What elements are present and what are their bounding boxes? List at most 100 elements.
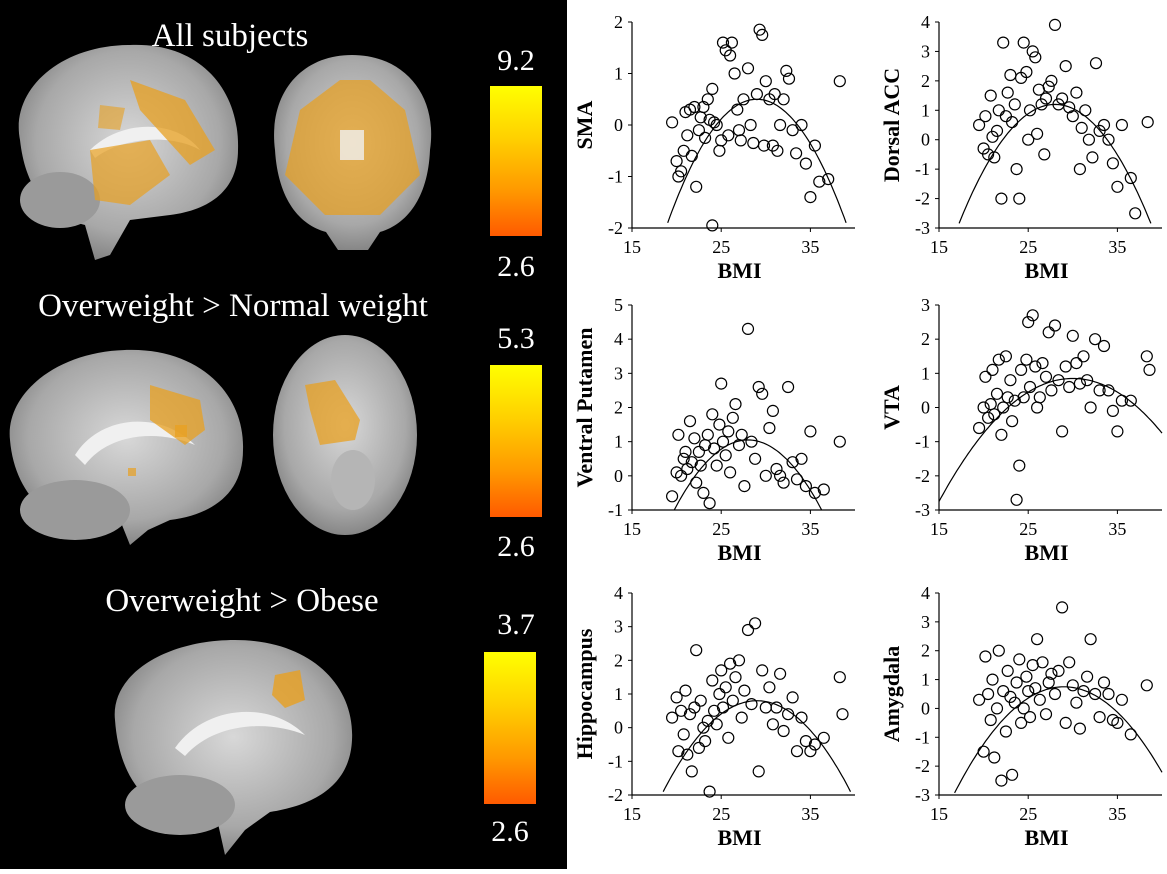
y-tick-label: 2 [921,641,930,661]
data-point [1141,115,1154,129]
data-point [973,118,986,132]
data-point [1004,374,1017,387]
colorbar-max-label: 9.2 [497,44,535,77]
colorbar-max-label: 3.7 [497,608,535,641]
data-point [1102,133,1115,146]
data-point [741,623,755,637]
data-point [817,483,830,496]
data-point [757,139,771,152]
data-point [701,93,714,106]
data-point [979,110,992,123]
fit-curve [958,103,1152,224]
data-point [833,75,846,88]
scatter-plot-5: -2 -1 0 1 2 3 4 15 25 35 BMI Hippocampus [572,583,855,850]
section-title-all-subjects: All subjects [151,18,309,54]
brain-sagittal-1 [18,44,239,260]
data-point [699,131,712,144]
data-point [1059,59,1072,73]
data-point [1022,316,1035,329]
data-point [1001,391,1014,404]
y-tick-label: -2 [608,785,623,805]
data-point [703,497,716,510]
data-point [1038,148,1051,161]
brain-sagittal-3 [114,640,353,855]
data-point [780,64,793,78]
x-tick-label: 15 [623,804,641,824]
data-point [1077,350,1090,363]
data-point [795,118,808,132]
data-point [688,701,701,714]
scatter-plot-2: -3 -2 -1 0 1 2 3 4 15 25 35 BMI Dorsal ACC [879,12,1162,283]
data-point [984,713,997,727]
data-point [986,363,999,376]
data-point [722,425,735,438]
y-tick-label: 3 [614,617,623,637]
y-tick-label: -2 [915,466,930,486]
data-point [1059,716,1072,730]
y-axis-label: Ventral Putamen [572,328,597,488]
data-point [1073,722,1087,735]
data-point [1056,425,1069,438]
data-point [759,701,772,714]
data-point [697,486,710,499]
data-point [701,428,714,441]
data-point [737,93,750,106]
x-axis-label: BMI [1025,540,1069,565]
data-point [685,765,698,778]
data-point [679,684,692,697]
fit-curve [954,686,1163,794]
data-point [1093,384,1106,397]
data-point [694,694,707,707]
data-point [708,704,721,717]
data-point [999,350,1012,363]
data-point [670,691,683,704]
data-point [973,421,986,435]
data-point [690,476,703,489]
data-point [759,75,772,88]
data-point [745,697,758,711]
data-point [1052,664,1065,678]
data-point [1080,670,1094,683]
data-point [1039,92,1053,105]
x-tick-label: 15 [623,519,641,539]
y-tick-label: -3 [915,500,930,520]
y-tick-label: 1 [614,64,623,84]
data-point [713,687,726,701]
data-point [992,353,1005,366]
data-point [688,432,701,445]
y-axis-label: SMA [572,100,597,149]
data-point [1140,350,1153,363]
data-point [1023,380,1037,394]
data-point [1008,696,1021,709]
data-point [1010,493,1023,506]
data-point [988,751,1001,764]
fit-curve [938,377,1163,502]
data-point [1084,401,1097,414]
section-title-overweight-obese: Overweight > Obese [105,583,379,619]
data-point [1088,687,1102,701]
data-point [986,673,999,686]
x-tick-label: 25 [1019,237,1037,257]
data-point [1048,18,1062,31]
colorbar-max-label: 5.3 [497,322,535,355]
scatter-plot-4: -3 -2 -1 0 1 2 3 15 25 35 BMI VTA [879,295,1163,565]
data-point [1066,110,1079,123]
data-point [706,219,719,232]
data-point [681,129,694,142]
data-point [1031,633,1044,646]
data-point [1059,360,1072,373]
data-point [1042,80,1055,93]
y-tick-label: 0 [921,398,930,418]
data-point [984,89,997,102]
data-point [1075,121,1088,135]
data-point [1020,65,1033,79]
data-point [756,28,769,42]
data-point [982,687,995,701]
y-tick-label: 4 [921,583,930,603]
x-tick-label: 25 [1019,804,1037,824]
y-tick-label: -3 [915,785,930,805]
data-point [804,425,817,438]
y-tick-label: 1 [921,100,930,120]
data-point [979,370,992,383]
y-tick-label: 1 [614,432,623,452]
